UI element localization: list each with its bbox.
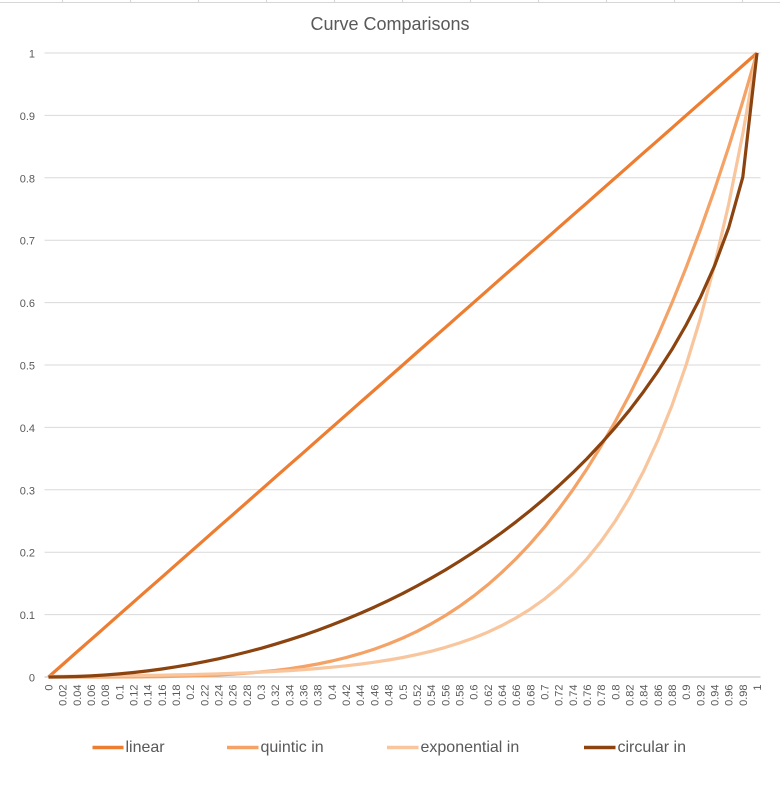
svg-text:0.24: 0.24 xyxy=(214,685,226,706)
svg-text:0.54: 0.54 xyxy=(426,685,438,706)
svg-text:0.72: 0.72 xyxy=(554,685,566,706)
svg-text:0.44: 0.44 xyxy=(355,685,367,706)
svg-text:0.9: 0.9 xyxy=(20,111,35,123)
svg-text:0.1: 0.1 xyxy=(20,610,35,622)
svg-text:0.74: 0.74 xyxy=(568,685,580,706)
svg-text:exponential in: exponential in xyxy=(421,739,520,756)
svg-text:0.94: 0.94 xyxy=(710,685,722,706)
svg-text:0.78: 0.78 xyxy=(596,685,608,706)
svg-text:0.98: 0.98 xyxy=(738,685,750,706)
svg-text:0.08: 0.08 xyxy=(100,685,112,706)
svg-text:0.22: 0.22 xyxy=(199,685,211,706)
svg-text:quintic in: quintic in xyxy=(261,739,324,756)
svg-text:0.76: 0.76 xyxy=(582,685,594,706)
svg-text:0.38: 0.38 xyxy=(313,685,325,706)
svg-text:0.42: 0.42 xyxy=(341,685,353,706)
svg-text:0.2: 0.2 xyxy=(20,548,35,560)
svg-text:0.4: 0.4 xyxy=(20,423,35,435)
svg-text:0.6: 0.6 xyxy=(20,298,35,310)
svg-text:0.4: 0.4 xyxy=(327,685,339,700)
svg-text:0.5: 0.5 xyxy=(20,361,35,373)
svg-text:0.36: 0.36 xyxy=(299,685,311,706)
svg-text:0.62: 0.62 xyxy=(483,685,495,706)
svg-text:0.84: 0.84 xyxy=(639,685,651,706)
svg-text:0: 0 xyxy=(44,685,56,691)
svg-text:0.92: 0.92 xyxy=(695,685,707,706)
svg-text:0.12: 0.12 xyxy=(129,685,141,706)
svg-text:circular in: circular in xyxy=(618,739,686,756)
svg-text:0.14: 0.14 xyxy=(143,685,155,706)
svg-text:linear: linear xyxy=(126,739,166,756)
svg-text:0.2: 0.2 xyxy=(185,685,197,700)
svg-text:0.88: 0.88 xyxy=(667,685,679,706)
svg-text:0.26: 0.26 xyxy=(228,685,240,706)
svg-text:0.64: 0.64 xyxy=(497,685,509,706)
svg-text:0.52: 0.52 xyxy=(412,685,424,706)
svg-text:0.48: 0.48 xyxy=(384,685,396,706)
svg-text:0.68: 0.68 xyxy=(525,685,537,706)
svg-text:0.3: 0.3 xyxy=(20,485,35,497)
svg-text:0.32: 0.32 xyxy=(270,685,282,706)
svg-text:0.1: 0.1 xyxy=(114,685,126,700)
svg-text:1: 1 xyxy=(752,685,764,691)
svg-text:0.56: 0.56 xyxy=(440,685,452,706)
svg-text:0.18: 0.18 xyxy=(171,685,183,706)
svg-text:0.82: 0.82 xyxy=(625,685,637,706)
svg-text:0.8: 0.8 xyxy=(20,173,35,185)
svg-text:0.9: 0.9 xyxy=(681,685,693,700)
svg-text:0.6: 0.6 xyxy=(469,685,481,700)
svg-text:0.16: 0.16 xyxy=(157,685,169,706)
svg-text:0.8: 0.8 xyxy=(610,685,622,700)
svg-text:Curve Comparisons: Curve Comparisons xyxy=(310,14,469,34)
svg-text:1: 1 xyxy=(29,49,35,61)
svg-text:0.86: 0.86 xyxy=(653,685,665,706)
svg-text:0.7: 0.7 xyxy=(540,685,552,700)
svg-text:0.06: 0.06 xyxy=(86,685,98,706)
svg-text:0.7: 0.7 xyxy=(20,236,35,248)
svg-text:0.04: 0.04 xyxy=(72,685,84,706)
svg-text:0.46: 0.46 xyxy=(369,685,381,706)
svg-text:0.96: 0.96 xyxy=(724,685,736,706)
svg-text:0.66: 0.66 xyxy=(511,685,523,706)
svg-text:0.28: 0.28 xyxy=(242,685,254,706)
svg-text:0.58: 0.58 xyxy=(454,685,466,706)
svg-text:0.34: 0.34 xyxy=(284,685,296,706)
svg-text:0.5: 0.5 xyxy=(398,685,410,700)
svg-text:0.3: 0.3 xyxy=(256,685,268,700)
svg-text:0.02: 0.02 xyxy=(58,685,70,706)
svg-text:0: 0 xyxy=(29,673,35,685)
